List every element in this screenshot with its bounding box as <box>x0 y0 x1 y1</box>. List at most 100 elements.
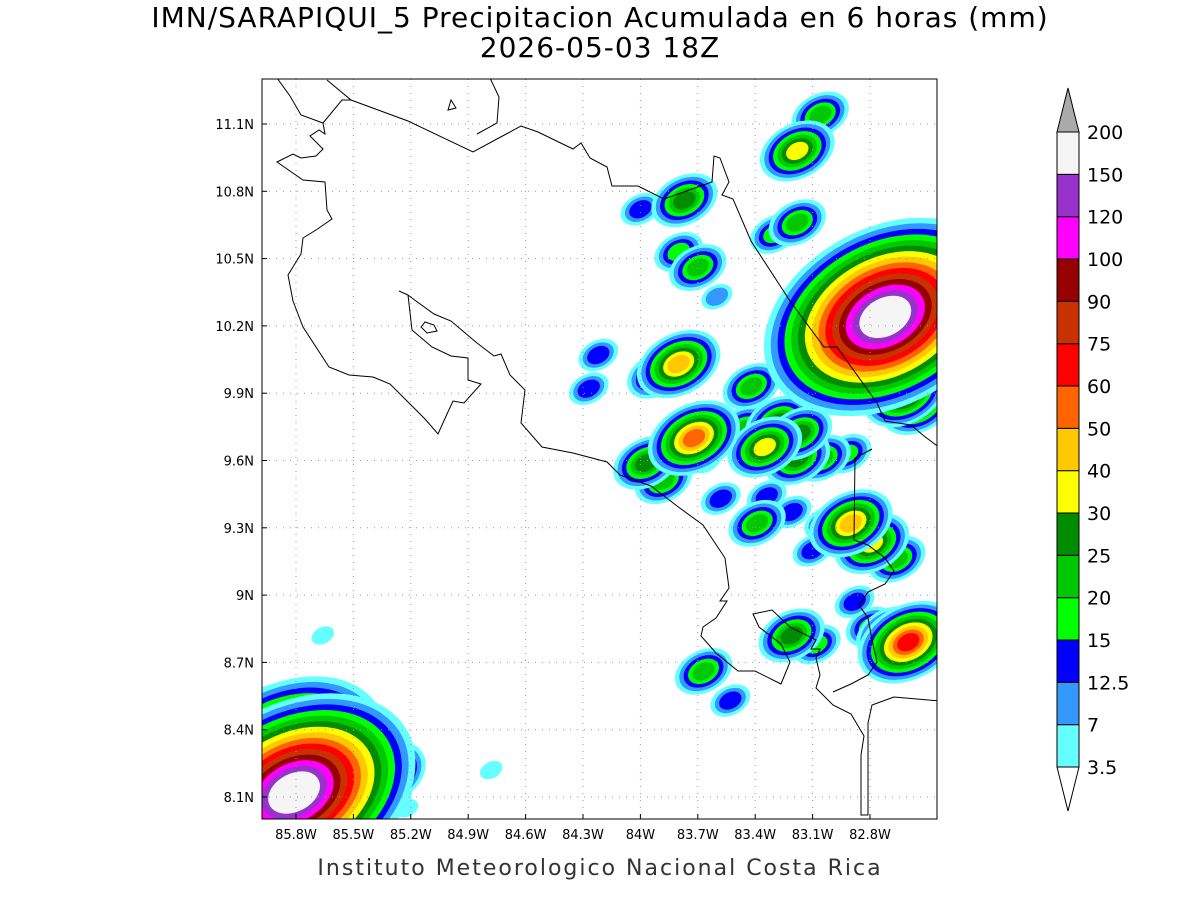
lon-tick-label: 84.9W <box>447 828 489 843</box>
precip-cell <box>578 338 619 372</box>
precip-contour <box>682 428 706 448</box>
precip-cell <box>651 173 718 228</box>
precip-cell <box>620 192 661 226</box>
lon-tick-label: 85.2W <box>390 828 432 843</box>
precip-contour <box>809 105 832 125</box>
precip-contour <box>897 633 920 652</box>
coastline-north <box>326 79 937 447</box>
precip-cell <box>647 400 741 476</box>
precip-contour <box>268 771 320 814</box>
precipitation-field <box>262 91 937 819</box>
colorbar-swatch <box>1056 470 1080 514</box>
colorbar: 3.5 7 12.5 15 20 25 30 40 50 60 75 90 100 120 150 200 <box>1056 87 1129 812</box>
lat-tick-label: 10.2N <box>215 320 254 335</box>
lat-tick-label: 8.1N <box>224 791 254 806</box>
precip-contour <box>667 354 690 374</box>
precip-cell <box>311 626 334 645</box>
precip-contour <box>311 626 334 645</box>
colorbar-label: 30 <box>1087 503 1111 525</box>
lat-tick-label: 9N <box>236 589 254 604</box>
colorbar-label: 150 <box>1087 164 1123 186</box>
lon-tick-label: 83.4W <box>734 828 776 843</box>
precip-cell <box>710 684 751 717</box>
lon-tick-label: 85.5W <box>332 828 374 843</box>
footer-credit: Instituto Meteorologico Nacional Costa R… <box>317 856 883 881</box>
lat-tick-label: 10.5N <box>215 253 254 268</box>
colorbar-swatch <box>1056 258 1080 302</box>
colorbar-label: 3.5 <box>1087 757 1117 779</box>
precip-cell <box>758 608 825 663</box>
colorbar-swatch <box>1056 300 1080 345</box>
colorbar-swatch <box>1056 512 1080 556</box>
colorbar-label: 90 <box>1087 291 1111 313</box>
colorbar-label: 12.5 <box>1087 672 1129 694</box>
colorbar-swatch <box>1056 131 1080 175</box>
precip-contour <box>673 191 696 210</box>
precip-cell <box>479 760 503 780</box>
colorbar-label: 40 <box>1087 461 1111 483</box>
grid-lines <box>262 79 937 819</box>
precip-contour <box>786 141 809 161</box>
colorbar-swatch <box>1056 597 1080 641</box>
precip-contour <box>839 514 863 533</box>
colorbar-label: 120 <box>1087 207 1123 229</box>
precip-cell <box>759 120 835 182</box>
precip-contour <box>629 200 652 219</box>
precip-contour <box>780 502 803 522</box>
colorbar-label: 60 <box>1087 376 1111 398</box>
axis-ticks: 85.8W 85.5W 85.2W 84.9W 84.6W 84.3W 84W 83.7W 83… <box>215 118 891 843</box>
coastline-pacific <box>277 79 351 124</box>
lat-tick-label: 8.4N <box>224 724 254 739</box>
colorbar-label: 20 <box>1087 588 1111 610</box>
lon-tick-label: 84W <box>626 828 656 843</box>
colorbar-label: 200 <box>1087 122 1123 144</box>
colorbar-swatch <box>1056 639 1080 683</box>
colorbar-below-arrow <box>1056 766 1080 812</box>
colorbar-label: 100 <box>1087 249 1123 271</box>
precip-contour <box>753 437 776 457</box>
colorbar-swatch <box>1056 385 1080 429</box>
colorbar-swatch <box>1056 681 1080 726</box>
precip-cell <box>701 284 733 310</box>
precip-contour <box>786 213 809 232</box>
map-subtitle: 2026-05-03 18Z <box>479 31 721 64</box>
precip-cell <box>728 499 786 547</box>
precip-contour <box>740 377 763 396</box>
colorbar-swatch <box>1056 173 1080 218</box>
precip-cell <box>636 329 721 399</box>
lon-tick-label: 84.3W <box>562 828 604 843</box>
coastline-pacific-nicoya <box>276 122 937 816</box>
precip-contour <box>859 295 912 339</box>
colorbar-above-arrow <box>1056 87 1080 133</box>
lat-tick-label: 8.7N <box>224 656 254 671</box>
precip-cell <box>727 416 803 478</box>
lat-tick-label: 10.8N <box>215 185 254 200</box>
colorbar-label: 75 <box>1087 334 1111 356</box>
precip-contour <box>479 760 503 780</box>
precip-cell <box>768 199 826 247</box>
lat-tick-label: 9.9N <box>224 387 254 402</box>
lake-nicaragua-shore <box>476 79 500 135</box>
coastlines <box>276 79 937 816</box>
precip-contour <box>719 691 742 710</box>
map-frame <box>261 78 938 820</box>
precip-cell <box>722 363 781 410</box>
precip-contour <box>577 379 600 398</box>
lon-tick-label: 84.6W <box>505 828 547 843</box>
precip-cell <box>262 693 416 819</box>
colorbar-swatch <box>1056 724 1080 768</box>
precip-contour <box>692 662 715 681</box>
precip-cell <box>669 244 727 291</box>
island <box>447 98 457 111</box>
precip-cell <box>568 372 609 405</box>
precip-cell <box>857 600 937 684</box>
colorbar-label: 25 <box>1087 545 1111 567</box>
lat-tick-label: 9.6N <box>224 455 254 470</box>
precip-contour <box>686 258 709 277</box>
precip-cell <box>674 647 733 695</box>
panama-border <box>832 448 895 693</box>
lat-tick-label: 9.3N <box>224 522 254 537</box>
precip-cell <box>809 489 893 558</box>
colorbar-label: 50 <box>1087 418 1111 440</box>
